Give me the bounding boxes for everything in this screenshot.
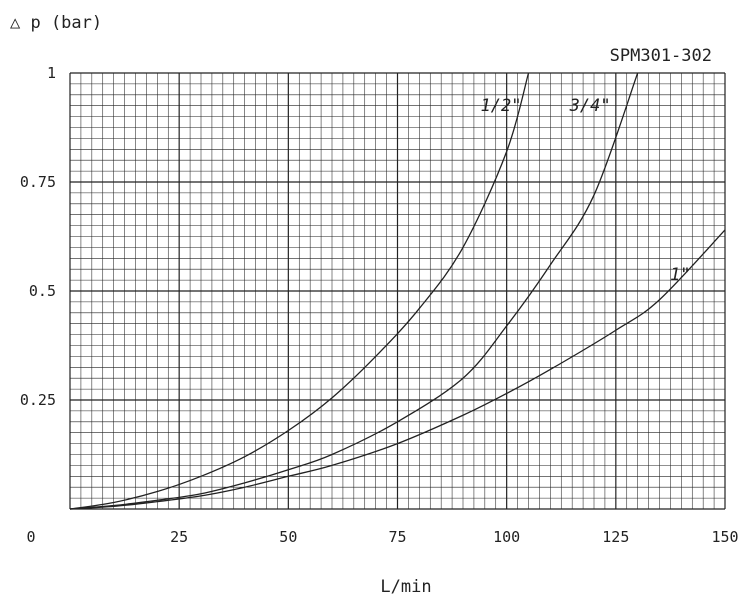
tick-labels: 25 50 75 100 125 150 0.25 0.5 0.75 1 0: [20, 64, 739, 546]
y-tick-label: 1: [47, 64, 56, 82]
x-tick-label: 125: [602, 528, 629, 546]
curves: 1/2" 3/4" 1": [69, 72, 726, 510]
x-tick-label: 100: [493, 528, 520, 546]
series-line: [69, 72, 639, 510]
x-tick-label: 150: [711, 528, 738, 546]
y-tick-label: 0.75: [20, 173, 56, 191]
x-tick-label: 25: [170, 528, 188, 546]
x-tick-label: 50: [279, 528, 297, 546]
y-tick-label: 0.5: [29, 282, 56, 300]
origin-tick-label: 0: [26, 528, 35, 546]
y-axis-label: △ p (bar): [10, 13, 102, 33]
grid: [69, 72, 726, 510]
series-line: [69, 72, 530, 510]
series-line: [69, 229, 726, 510]
series-label: 1/2": [481, 96, 522, 116]
series-label: 3/4": [569, 96, 611, 116]
chart-title: SPM301-302: [610, 46, 712, 66]
series-label: 1": [670, 265, 690, 285]
chart-labels: △ p (bar) SPM301-302 L/min: [10, 13, 712, 595]
y-tick-label: 0.25: [20, 391, 56, 409]
x-axis-label: L/min: [380, 577, 431, 595]
x-tick-label: 75: [388, 528, 406, 546]
